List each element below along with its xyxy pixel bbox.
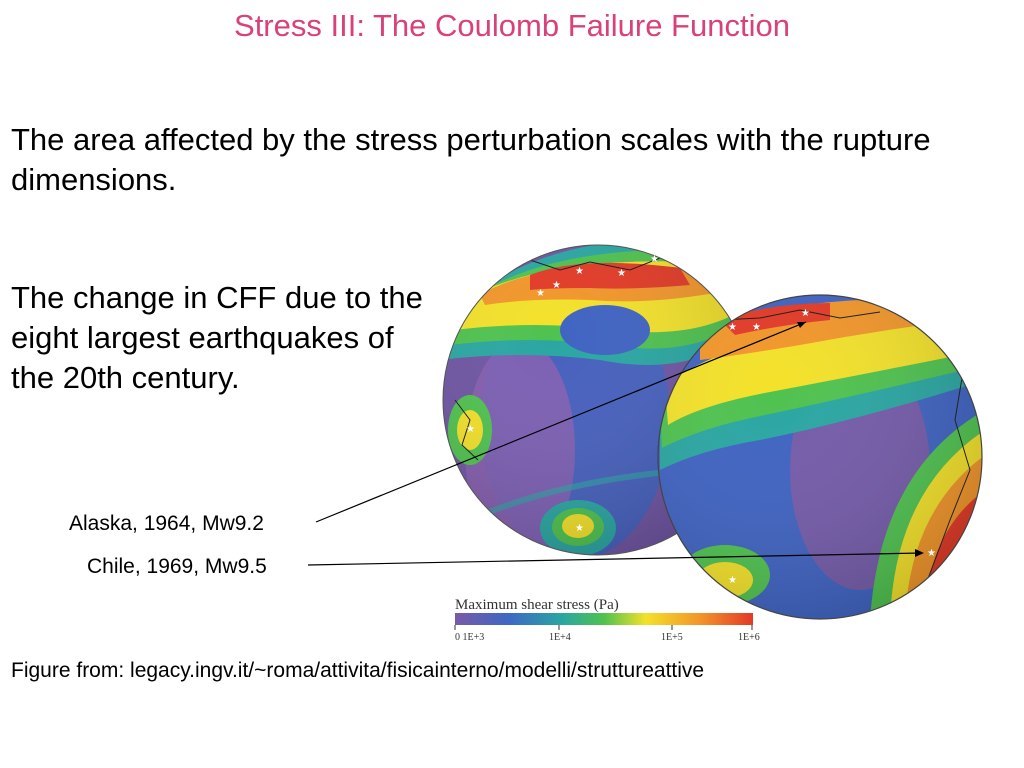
epicenter-star: ★ <box>575 266 584 277</box>
epicenter-star: ★ <box>728 322 737 333</box>
colorbar-tick-label: 1E+6 <box>738 632 760 643</box>
alaska-arrowhead <box>797 322 806 328</box>
back-globe <box>443 245 753 555</box>
colorbar-title: Maximum shear stress (Pa) <box>455 597 619 613</box>
body-text-area-scaling: The area affected by the stress perturba… <box>11 122 931 197</box>
colorbar: Maximum shear stress (Pa) 0 1E+3 1E+4 1E… <box>454 597 760 643</box>
colorbar-tick-label: 1E+4 <box>549 632 571 643</box>
epicenter-star: ★ <box>552 280 561 291</box>
epicenter-star: ★ <box>650 254 659 265</box>
chile-arrowhead <box>915 549 924 557</box>
epicenter-star: ★ <box>536 288 545 299</box>
epicenter-star: ★ <box>927 548 936 559</box>
chile-pointer-line <box>307 552 923 566</box>
alaska-label: Alaska, 1964, Mw9.2 <box>69 512 264 535</box>
colorbar-tick-label: 1E+5 <box>661 632 683 643</box>
colorbar-tick-label: 0 1E+3 <box>455 632 484 643</box>
epicenter-star: ★ <box>575 523 584 534</box>
epicenter-star: ★ <box>752 322 761 333</box>
chile-label: Chile, 1969, Mw9.5 <box>87 555 267 578</box>
alaska-pointer-line <box>315 321 807 523</box>
body-text-cff-change: The change in CFF due to the eight large… <box>11 280 423 395</box>
slide-title: Stress III: The Coulomb Failure Function <box>234 8 790 43</box>
epicenter-star: ★ <box>466 424 475 435</box>
epicenter-markers: ★ ★ ★ ★ ★ ★ ★ ★ ★ ★ ★ ★ <box>466 254 936 586</box>
figure-source-citation: Figure from: legacy.ingv.it/~roma/attivi… <box>11 659 705 682</box>
epicenter-star: ★ <box>617 268 626 279</box>
epicenter-star: ★ <box>728 575 737 586</box>
front-globe <box>658 295 982 619</box>
colorbar-gradient <box>455 613 753 625</box>
epicenter-star: ★ <box>801 308 810 319</box>
